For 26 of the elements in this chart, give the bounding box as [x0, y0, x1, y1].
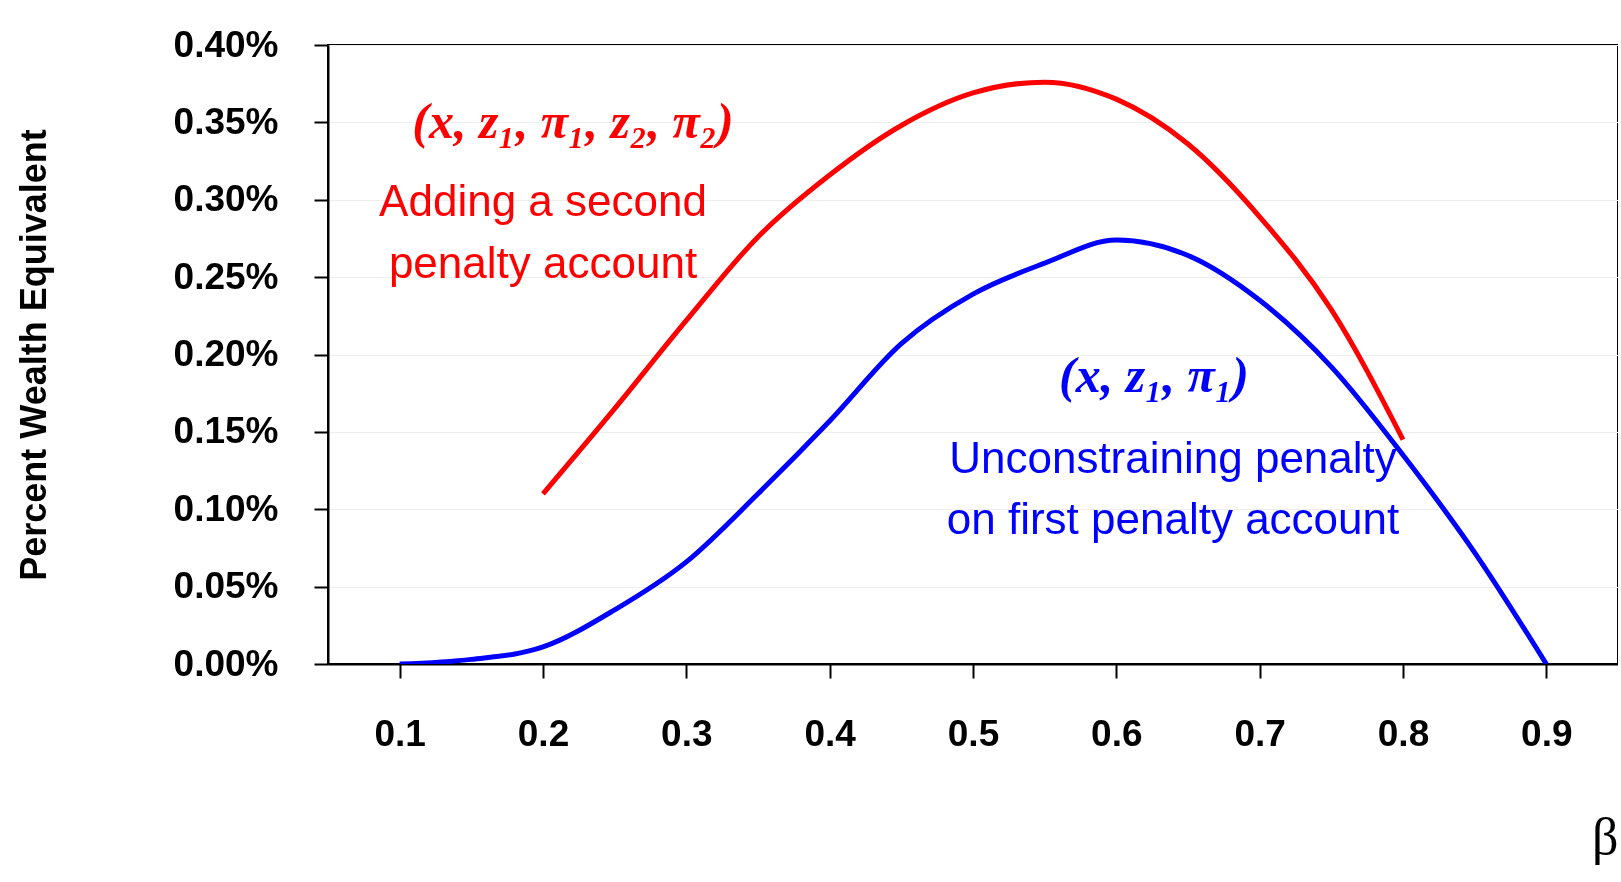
y-axis-title: Percent Wealth Equivalent: [12, 129, 54, 581]
x-axis-title: β: [1592, 807, 1619, 865]
y-tick-label: 0.25%: [173, 255, 279, 297]
y-tick-label: 0.40%: [173, 23, 279, 65]
x-tick-label: 0.9: [1521, 712, 1573, 754]
x-tick-label: 0.8: [1377, 712, 1430, 754]
x-tick-label: 0.5: [947, 712, 1000, 754]
y-tick-label: 0.05%: [173, 565, 279, 607]
annotation: Adding a second: [379, 176, 707, 225]
x-tick-label: 0.3: [661, 712, 713, 754]
annotation: (x, z₁, π₁): [1059, 347, 1249, 403]
annotation: (x, z₁, π₁, z₂, π₂): [412, 93, 734, 149]
x-tick-label: 0.2: [517, 712, 570, 754]
x-tick-label: 0.1: [374, 712, 426, 754]
y-tick-label: 0.10%: [173, 487, 279, 529]
y-tick-label: 0.30%: [173, 178, 279, 220]
x-tick-label: 0.4: [804, 712, 857, 754]
annotation: penalty account: [388, 238, 698, 287]
y-tick-label: 0.00%: [173, 642, 279, 684]
y-tick-label: 0.20%: [173, 333, 279, 374]
y-tick-label: 0.35%: [173, 100, 279, 142]
y-tick-label: 0.15%: [173, 410, 279, 452]
annotation: Unconstraining penalty: [949, 433, 1397, 482]
annotation: on first penalty account: [946, 494, 1400, 543]
x-tick-label: 0.6: [1091, 712, 1143, 754]
x-tick-label: 0.7: [1234, 712, 1286, 754]
